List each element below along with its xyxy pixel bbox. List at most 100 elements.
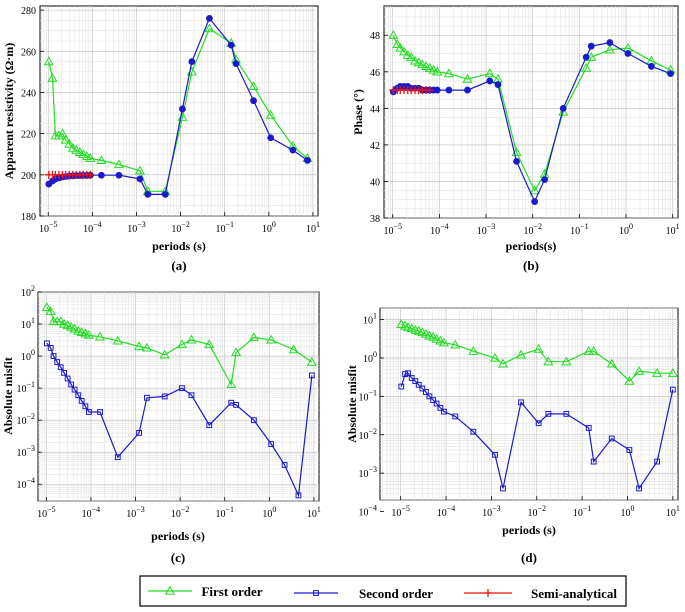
data-point-second — [188, 58, 196, 65]
data-point-first — [53, 130, 65, 140]
panel-a: 180 200 220 240 260 280 10−5 10−4 10−3 10−2 10−1 10… — [2, 5, 320, 273]
data-point-first — [113, 159, 124, 169]
marks-d — [396, 319, 678, 492]
data-point-first — [484, 68, 495, 78]
xlabel-b: periods(s) — [506, 239, 557, 253]
data-point-second — [535, 420, 542, 427]
ticks-a: 180 200 220 240 260 280 10−5 10−4 10−3 10−2 10−1 10… — [21, 6, 320, 235]
data-point-second — [500, 485, 506, 492]
data-point-first — [41, 302, 52, 312]
data-point-second — [585, 425, 592, 431]
data-point-first — [176, 339, 188, 349]
x-tick-label: 10−1 — [570, 222, 589, 237]
marks-a — [43, 14, 313, 198]
data-point-first — [604, 44, 615, 54]
data-point-second — [308, 372, 315, 379]
data-point-second — [486, 77, 494, 85]
data-point-second — [206, 14, 213, 22]
data-point-second — [281, 462, 288, 468]
data-point-second — [494, 81, 502, 88]
data-point-second — [441, 408, 447, 415]
data-point-first — [159, 349, 170, 359]
data-point-first — [45, 306, 56, 315]
data-point-second — [464, 86, 471, 94]
panel-b: 38 40 42 44 46 48 10−5 10−4 10−3 10−2 10−1 100 101 p… — [351, 5, 680, 273]
data-point-second — [419, 385, 426, 392]
ticks-d: 10−4 10−3 10−2 10−1 100 101 10−5 10−4 10−3 10−2 10… — [358, 312, 679, 519]
panel-label-d: (d) — [521, 550, 537, 565]
x-tick-label: 10−4 — [430, 222, 449, 237]
data-point-first — [266, 334, 277, 344]
x-tick-label: 10−5 — [37, 505, 56, 520]
data-point-second — [233, 401, 240, 408]
data-point-first — [583, 345, 594, 355]
x-tick-label: 101 — [307, 505, 321, 520]
data-point-first — [55, 316, 66, 326]
data-point-first — [96, 155, 107, 165]
data-point-second — [430, 397, 437, 403]
data-point-second — [54, 359, 61, 365]
data-point-second — [437, 405, 444, 411]
x-tick-label: 10−4 — [437, 504, 456, 519]
data-point-second — [71, 386, 78, 393]
data-point-second — [250, 97, 257, 105]
data-point-first — [624, 375, 635, 385]
data-point-first — [468, 345, 479, 355]
x-tick-label: 10−1 — [215, 220, 234, 235]
data-point-first — [186, 334, 197, 344]
legend: First order Second order Semi-analytical — [139, 575, 627, 607]
data-point-second — [289, 146, 297, 154]
ticks-b: 38 40 42 44 46 48 10−5 10−4 10−3 10−2 10−1 100 101 — [370, 31, 680, 237]
y-tick-label: 10−1 — [16, 380, 35, 395]
data-point-second — [654, 458, 661, 465]
data-point-first — [443, 68, 454, 78]
y-tick-label: 10−2 — [16, 412, 35, 427]
data-point-second — [405, 370, 411, 377]
data-point-first — [78, 149, 89, 158]
legend-marker-semi — [484, 589, 492, 597]
marks-b — [388, 30, 676, 205]
data-point-second — [402, 371, 408, 377]
data-point-first — [489, 352, 501, 362]
data-point-second — [295, 492, 302, 499]
y-tick-label: 10−4 — [358, 504, 377, 519]
data-point-second — [606, 39, 614, 46]
plot-frame-b — [383, 5, 679, 219]
data-point-second — [161, 190, 169, 198]
y-tick-label: 102 — [21, 284, 35, 299]
data-point-first — [667, 368, 678, 377]
data-point-second — [82, 403, 89, 410]
grid-a — [40, 6, 318, 217]
x-tick-label: 101 — [666, 222, 680, 237]
x-tick-label: 10−2 — [171, 220, 190, 235]
data-point-second — [563, 410, 570, 417]
x-tick-label: 10−5 — [391, 504, 410, 519]
data-point-second — [250, 417, 257, 424]
data-point-first — [606, 358, 617, 368]
data-point-first — [204, 339, 215, 349]
y-tick-label: 180 — [21, 212, 36, 223]
data-point-first — [633, 366, 645, 375]
data-point-second — [227, 41, 235, 49]
legend-marker-first — [164, 585, 176, 595]
data-point-second — [61, 369, 67, 376]
data-point-second — [232, 60, 240, 68]
data-point-second — [452, 413, 459, 420]
grid-d — [380, 307, 678, 501]
data-point-second — [626, 447, 633, 453]
x-tick-label: 10−1 — [573, 504, 592, 519]
x-tick-label: 10−4 — [82, 505, 101, 520]
legend-semi-label: Semi-analytical — [531, 586, 617, 601]
x-tick-label: 10−3 — [482, 504, 501, 519]
data-point-first — [231, 347, 242, 357]
data-point-first — [395, 42, 406, 52]
ylabel-d: Absolute misfit — [345, 365, 359, 443]
y-tick-label: 260 — [21, 47, 36, 58]
data-point-second — [636, 485, 642, 492]
grid-b — [384, 6, 678, 219]
data-point-second — [144, 394, 150, 401]
ylabel-b: Phase (°) — [351, 89, 365, 135]
x-tick-label: 10−4 — [83, 220, 102, 235]
data-point-second — [408, 375, 415, 381]
